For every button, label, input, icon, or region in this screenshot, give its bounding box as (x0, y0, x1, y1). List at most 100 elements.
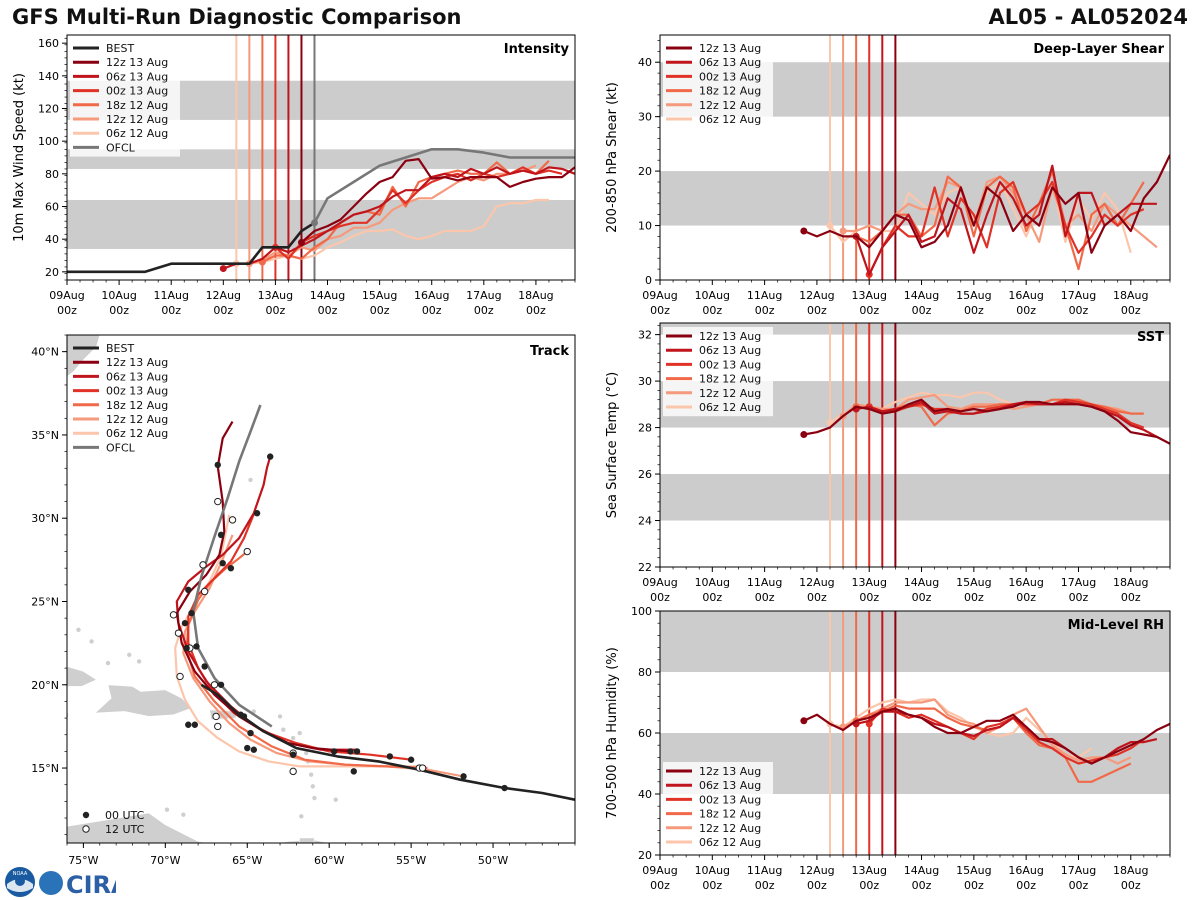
sst-legend-label: 18z 12 Aug (699, 373, 761, 386)
intensity-title: Intensity (504, 42, 570, 57)
shear-init-marker (839, 227, 847, 235)
track-point-00utc (193, 643, 200, 650)
sst-ytick-label: 22 (638, 561, 652, 574)
shear-xtick-label: 00z (1016, 304, 1036, 317)
shear-init-marker (826, 222, 834, 230)
rh-xtick-label: 00z (859, 879, 879, 892)
intensity-legend-label: 06z 13 Aug (106, 70, 168, 83)
track-point-00utc (330, 748, 338, 755)
intensity-xtick-label: 09Aug (49, 289, 84, 302)
intensity-xtick-label: 13Aug (258, 289, 293, 302)
track-legend-label: 06z 13 Aug (106, 370, 168, 383)
track-point-00utc (250, 746, 258, 753)
track-point-12utc (200, 587, 209, 596)
track-legend-00utc-marker (82, 811, 90, 819)
shear-xtick-label: 17Aug (1061, 289, 1096, 302)
rh-legend-label: 12z 13 Aug (699, 765, 761, 778)
track-point-12utc (243, 547, 251, 556)
land-island (136, 659, 142, 664)
track-legend-label: 12z 12 Aug (106, 413, 168, 426)
sst-frame (659, 322, 1171, 568)
rh-ytick-label: 40 (638, 788, 652, 801)
rh-threshold-band (660, 611, 1170, 672)
sst-plot-area (660, 323, 1170, 567)
track-title: Track (530, 344, 569, 359)
sst-ylabel: Sea Surface Temp (°C) (605, 372, 620, 519)
sst-legend-label: 06z 13 Aug (699, 344, 761, 357)
rh-legend-label: 06z 12 Aug (699, 836, 761, 849)
sst-legend-label: 06z 12 Aug (699, 401, 761, 414)
sst-legend-label: 00z 13 Aug (699, 358, 761, 371)
rh-xtick-label: 10Aug (695, 864, 730, 877)
land-south-america (67, 812, 362, 843)
land-island (281, 727, 286, 732)
intensity-ytick-label: 100 (38, 135, 59, 148)
intensity-legend-label: 12z 12 Aug (106, 113, 168, 126)
track-point-12utc (199, 561, 207, 569)
rh-xtick-label: 00z (912, 879, 932, 892)
rh-xtick-label: 00z (702, 879, 722, 892)
cira-noaa-logo: NOAA CIRA (5, 867, 116, 898)
track-xtick-label: 70°W (150, 854, 180, 867)
shear-xtick-label: 13Aug (851, 289, 886, 302)
rh-xtick-label: 00z (807, 879, 827, 892)
track-legend-label: BEST (106, 342, 134, 355)
intensity-legend-bg (70, 39, 180, 157)
track-panel: 75°W 70°W 65°W 60°W 55°W 50°W 15°N 20°N 25°N 30°N… (31, 334, 576, 867)
intensity-legend-label: 06z 12 Aug (106, 127, 168, 140)
intensity-threshold-band (67, 149, 575, 169)
rh-ytick-label: 20 (638, 849, 652, 862)
sst-xtick-label: 00z (1121, 591, 1141, 604)
track-xtick-label: 55°W (396, 854, 426, 867)
shear-title: Deep-Layer Shear (1033, 42, 1164, 57)
track-point-00utc (188, 609, 195, 617)
rh-panel: 20 40 60 80 100 09Aug 00z 10Aug 00z 11Aug 00z 12Aug… (605, 605, 1171, 892)
track-point-00utc (353, 748, 361, 755)
intensity-ylabel: 10m Max Wind Speed (kt) (12, 73, 27, 242)
rh-ytick-label: 100 (631, 605, 652, 618)
intensity-xtick-label: 10Aug (101, 289, 136, 302)
intensity-xtick-label: 14Aug (310, 289, 345, 302)
land-island (299, 814, 304, 819)
track-ytick-label: 40°N (31, 346, 59, 359)
shear-frame (659, 34, 1171, 281)
track-point-00utc (267, 453, 274, 460)
shear-init-marker (800, 227, 808, 235)
shear-ytick-label: 30 (638, 111, 652, 124)
track-map-area (67, 335, 575, 843)
track-point-00utc (219, 559, 226, 567)
track-point-00utc (407, 756, 415, 763)
track-point-00utc (460, 773, 467, 780)
sst-ytick-label: 24 (638, 515, 652, 528)
sst-ytick-label: 28 (638, 422, 652, 435)
intensity-frame (66, 34, 576, 281)
rh-legend-label: 18z 12 Aug (699, 808, 761, 821)
track-point-00utc (181, 619, 189, 627)
land-island (304, 750, 309, 756)
track-legend-label: 06z 12 Aug (106, 427, 168, 440)
shear-xtick-label: 00z (912, 304, 932, 317)
shear-panel: 0 10 20 30 40 09Aug 00z 10Aug 00z 11Aug 00z 12Aug 00… (605, 34, 1171, 317)
intensity-ytick-label: 20 (45, 266, 59, 279)
land-island (105, 660, 111, 666)
intensity-xtick-label: 00z (474, 304, 494, 317)
track-line (182, 534, 464, 778)
track-ytick-label: 25°N (31, 595, 59, 608)
track-point-12utc (169, 611, 178, 619)
sst-xtick-label: 00z (1016, 591, 1036, 604)
cira-text: CIRA (66, 871, 116, 898)
intensity-xtick-label: 00z (318, 304, 338, 317)
track-point-00utc (501, 784, 508, 792)
track-legend-12utc-marker (82, 825, 90, 833)
rh-xtick-label: 12Aug (799, 864, 834, 877)
land-island (164, 807, 170, 812)
track-point-00utc (247, 729, 254, 737)
track-point-00utc (185, 586, 192, 594)
track-ytick-label: 20°N (31, 679, 59, 692)
land-island (277, 714, 283, 719)
intensity-legend-label: 12z 13 Aug (106, 56, 168, 69)
rh-xtick-label: 00z (964, 879, 984, 892)
rh-xtick-label: 17Aug (1061, 864, 1096, 877)
track-ytick-label: 30°N (31, 512, 59, 525)
